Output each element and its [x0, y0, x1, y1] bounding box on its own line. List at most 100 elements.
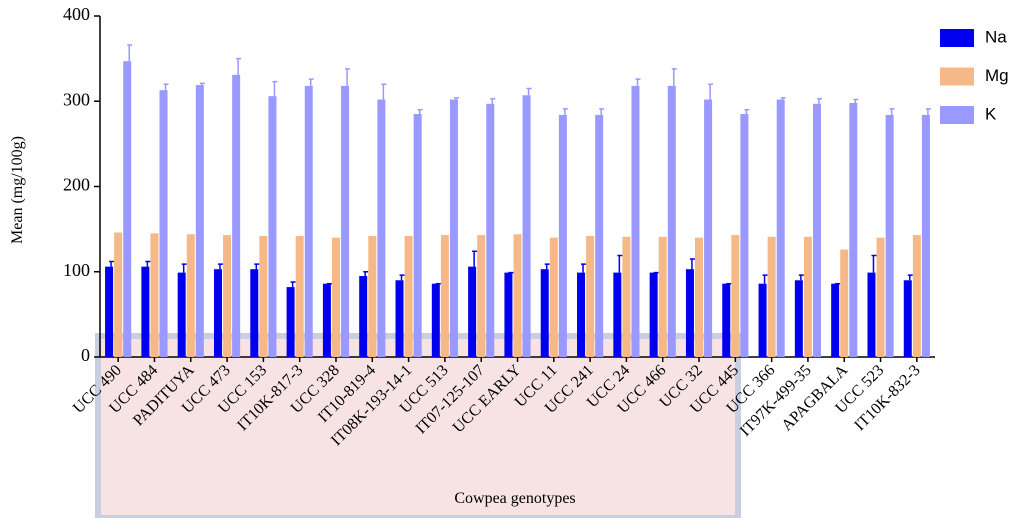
legend-swatch: [940, 29, 974, 47]
error-bar: [708, 84, 713, 99]
bar: [160, 90, 168, 357]
error-bar: [381, 84, 386, 99]
y-tick-label: 200: [63, 175, 90, 195]
x-axis-title: Cowpea genotypes: [454, 490, 575, 507]
error-bar: [890, 109, 895, 115]
error-bar: [617, 256, 622, 273]
bar: [332, 238, 340, 357]
legend-label: Na: [985, 27, 1007, 46]
error-bar: [218, 264, 223, 269]
bar: [668, 86, 676, 357]
legend-label: K: [985, 104, 997, 123]
error-bar: [853, 100, 858, 103]
error-bar: [672, 69, 677, 86]
bar: [650, 273, 658, 357]
bar: [214, 269, 222, 357]
bar: [686, 269, 694, 357]
bar: [804, 237, 812, 357]
legend-swatch: [940, 106, 974, 124]
bar: [595, 115, 603, 357]
bar: [704, 100, 712, 357]
error-bar: [581, 264, 586, 273]
error-bar: [272, 82, 277, 96]
error-bar: [109, 262, 114, 267]
error-bar: [799, 275, 804, 280]
error-bar: [926, 109, 931, 115]
bar: [523, 95, 531, 357]
bar: [232, 75, 240, 357]
error-bar: [127, 45, 132, 61]
bar: [414, 114, 422, 357]
bar: [867, 273, 875, 357]
error-bar: [345, 69, 350, 86]
bar: [178, 273, 186, 357]
bar: [196, 85, 204, 357]
bar: [259, 236, 267, 357]
bar: [450, 100, 458, 357]
bar: [731, 235, 739, 357]
bar: [877, 238, 885, 357]
bar: [377, 100, 385, 357]
y-tick-label: 0: [81, 345, 90, 365]
error-bar: [871, 256, 876, 273]
bar: [831, 284, 839, 357]
error-bar: [164, 84, 169, 90]
error-bar: [763, 275, 768, 284]
error-bar: [400, 275, 405, 280]
error-bar: [908, 275, 913, 280]
error-bar: [472, 251, 477, 266]
bar: [486, 104, 494, 357]
bar: [768, 237, 776, 357]
bar: [368, 236, 376, 357]
error-bar: [781, 98, 786, 100]
error-bar: [145, 262, 150, 267]
bar: [613, 273, 621, 357]
bar: [359, 276, 367, 357]
y-axis-title: Mean (mg/100g): [9, 136, 26, 244]
bar: [504, 273, 512, 357]
bar: [323, 284, 331, 357]
bar: [396, 280, 404, 357]
bar: [405, 236, 413, 357]
bar: [141, 267, 149, 357]
error-bar: [563, 109, 568, 115]
bar: [840, 250, 848, 357]
error-bar: [690, 259, 695, 269]
bar: [922, 115, 930, 357]
bar: [432, 284, 440, 357]
y-tick-label: 100: [63, 260, 90, 280]
bar: [559, 115, 567, 357]
error-bar: [291, 282, 296, 287]
bar: [631, 86, 639, 357]
bar: [296, 236, 304, 357]
legend-swatch: [940, 68, 974, 86]
bar: [114, 233, 122, 357]
bar: [886, 115, 894, 357]
error-bar: [200, 83, 205, 85]
bar: [913, 235, 921, 357]
bar: [777, 100, 785, 357]
bar: [441, 235, 449, 357]
bar: [105, 267, 113, 357]
error-bar: [454, 98, 459, 100]
bar: [150, 233, 158, 357]
bar: [622, 237, 630, 357]
bar: [187, 234, 195, 357]
error-bar: [635, 79, 640, 86]
bar: [268, 96, 276, 357]
bar: [659, 237, 667, 357]
error-bar: [254, 264, 259, 269]
error-bar: [418, 110, 423, 114]
bar: [577, 273, 585, 357]
error-bar: [744, 110, 749, 114]
bar: [468, 267, 476, 357]
error-bar: [527, 88, 532, 95]
bar: [904, 280, 912, 357]
bar: [795, 280, 803, 357]
bar: [695, 238, 703, 357]
bar: [849, 103, 857, 357]
error-bar: [599, 109, 604, 115]
bar: [550, 238, 558, 357]
bar: [305, 86, 313, 357]
chart: Cowpea genotypes Mean (mg/100g) 01002003…: [0, 0, 1031, 518]
